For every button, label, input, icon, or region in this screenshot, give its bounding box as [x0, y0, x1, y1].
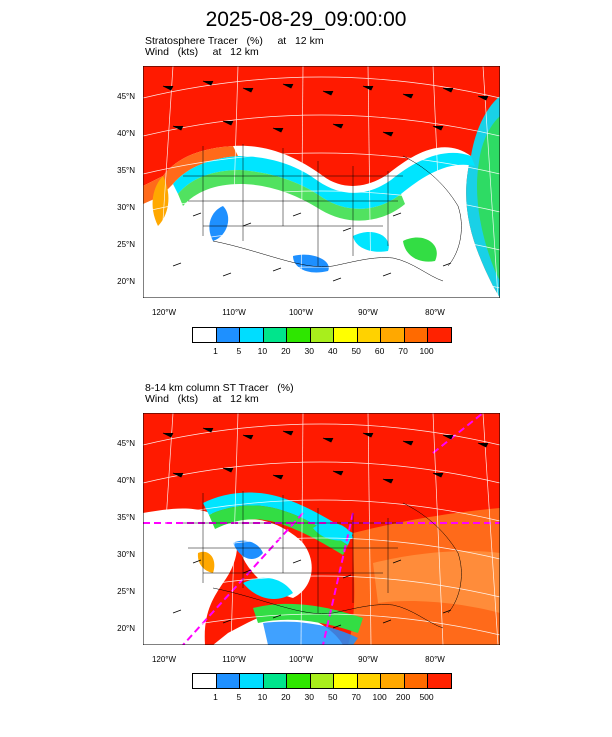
colorbar-swatch — [262, 674, 287, 688]
panel1-lon-label: 100°W — [288, 308, 314, 317]
colorbar-swatch — [333, 328, 357, 342]
colorbar-label: 5 — [236, 346, 242, 356]
colorbar-swatch — [215, 674, 240, 688]
panel1-lon-label: 80°W — [425, 308, 445, 317]
colorbar-label: 30 — [304, 692, 314, 702]
panel1-title: Stratosphere Tracer (%) at 12 km — [145, 35, 324, 47]
panel2-lon-label: 80°W — [425, 655, 445, 664]
colorbar-label: 70 — [351, 692, 361, 702]
panel1-lat-label: 35°N — [117, 166, 135, 175]
panel1-graticule — [143, 66, 500, 298]
panel2-map — [143, 413, 500, 645]
panel2-graticule — [143, 413, 500, 645]
colorbar-swatch — [356, 674, 381, 688]
colorbar-swatch — [215, 328, 240, 342]
panel1-high-tracer-region — [143, 66, 500, 298]
panel2-lon-label: 90°W — [358, 655, 378, 664]
colorbar-swatch — [193, 328, 216, 342]
panel2-lat-label: 25°N — [117, 587, 135, 596]
colorbar-label: 40 — [327, 346, 338, 356]
panel2-wind-barbs — [162, 427, 489, 629]
colorbar-swatch — [427, 674, 452, 688]
panel2-lat-label: 40°N — [117, 476, 135, 485]
colorbar-swatch — [193, 674, 216, 688]
colorbar-swatch — [262, 328, 287, 342]
colorbar-swatch — [403, 328, 428, 342]
colorbar-swatch — [309, 328, 334, 342]
panel1-boundaries — [183, 144, 462, 282]
page-title: 2025-08-29_09:00:00 — [205, 8, 407, 31]
panel2-lat-label: 45°N — [117, 439, 135, 448]
panel2-lon-label: 100°W — [288, 655, 314, 664]
colorbar-swatch — [380, 328, 404, 342]
panel1-lon-label: 120°W — [151, 308, 177, 317]
panel1-colorbar — [192, 327, 452, 343]
colorbar-swatch — [286, 328, 310, 342]
colorbar-swatch — [333, 674, 357, 688]
colorbar-swatch — [309, 674, 334, 688]
colorbar-label: 10 — [257, 346, 268, 356]
panel2-boundaries — [183, 491, 462, 629]
panel1-lat-label: 20°N — [117, 277, 135, 286]
panel2-lon-label: 110°W — [222, 655, 246, 664]
panel1-wind-barbs — [162, 80, 489, 282]
panel2-colorbar-labels: 1 5 10 20 30 50 70 100 200 500 — [192, 692, 450, 704]
panel1-lon-label: 110°W — [222, 308, 246, 317]
colorbar-label: 50 — [351, 346, 361, 356]
colorbar-label: 60 — [374, 346, 385, 356]
colorbar-label: 20 — [281, 346, 291, 356]
panel1-lat-label: 30°N — [117, 203, 135, 212]
colorbar-swatch — [403, 674, 428, 688]
colorbar-label: 30 — [304, 346, 314, 356]
colorbar-label: 20 — [281, 692, 291, 702]
panel1-lon-label: 90°W — [358, 308, 378, 317]
colorbar-label: 100 — [419, 346, 434, 356]
colorbar-label: 5 — [236, 692, 242, 702]
colorbar-label: 1 — [213, 346, 218, 356]
panel2-subtitle: Wind (kts) at 12 km — [145, 393, 259, 405]
panel1-subtitle: Wind (kts) at 12 km — [145, 46, 259, 58]
panel2-lat-label: 20°N — [117, 624, 135, 633]
panel1-colorbar-labels: 1 5 10 20 30 40 50 60 70 100 — [192, 346, 450, 358]
panel2-lon-label: 120°W — [151, 655, 177, 664]
panel2-lat-label: 35°N — [117, 513, 135, 522]
colorbar-swatch — [380, 674, 404, 688]
panel2-title: 8-14 km column ST Tracer (%) — [145, 382, 294, 394]
colorbar-label: 10 — [257, 692, 268, 702]
panel2-low-tracer-region — [143, 508, 238, 645]
colorbar-swatch — [239, 674, 263, 688]
colorbar-swatch — [427, 328, 452, 342]
panel1-lat-label: 40°N — [117, 129, 135, 138]
colorbar-swatch — [356, 328, 381, 342]
colorbar-label: 50 — [327, 692, 338, 702]
colorbar-swatch — [286, 674, 310, 688]
colorbar-swatch — [239, 328, 263, 342]
panel1-lat-label: 45°N — [117, 92, 135, 101]
panel1-map — [143, 66, 500, 298]
panel1-lat-label: 25°N — [117, 240, 135, 249]
panel2-lat-label: 30°N — [117, 550, 135, 559]
colorbar-label: 70 — [398, 346, 408, 356]
colorbar-label: 200 — [395, 692, 411, 702]
colorbar-label: 1 — [213, 692, 218, 702]
colorbar-label: 500 — [419, 692, 434, 702]
colorbar-label: 100 — [372, 692, 387, 702]
panel2-colorbar — [192, 673, 452, 689]
